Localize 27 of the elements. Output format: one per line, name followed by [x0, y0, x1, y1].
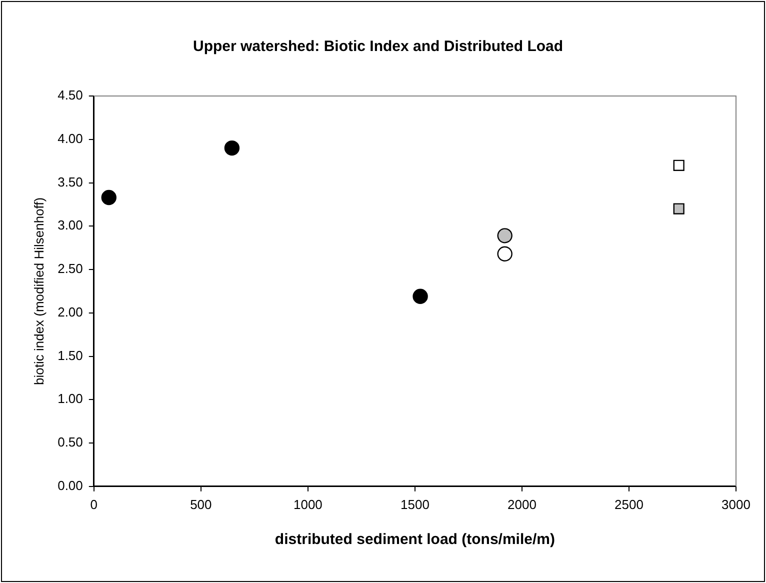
point	[497, 246, 512, 262]
y-tick-label: 1.00	[58, 391, 83, 406]
x-tick-label: 500	[190, 496, 212, 512]
x-tick-label: 2500	[614, 496, 644, 512]
y-tick-label: 3.50	[58, 174, 83, 190]
point	[412, 288, 428, 304]
y-tick-label: 4.50	[58, 88, 83, 103]
y-tick-label: 3.00	[58, 218, 83, 233]
x-tick-label: 0	[90, 496, 98, 512]
y-tick-label: 1.50	[58, 348, 83, 363]
chart-title: Upper watershed: Biotic Index and Distributed Load	[192, 38, 564, 56]
x-axis-title: distributed sediment load (tons/mile/m)	[274, 531, 555, 548]
y-tick-label: 0.00	[58, 478, 83, 493]
y-tick-label: 2.00	[58, 304, 83, 320]
point	[673, 203, 684, 214]
point	[673, 160, 684, 171]
y-tick-label: 2.50	[58, 261, 83, 276]
point	[101, 190, 116, 206]
x-tick-label: 1500	[400, 496, 430, 512]
point	[224, 140, 240, 156]
y-axis-title: biotic index (modified Hilsenhoff)	[31, 197, 46, 386]
x-tick-label: 2000	[508, 496, 536, 512]
y-tick-label: 0.50	[58, 434, 83, 450]
y-tick-label: 4.00	[58, 130, 83, 146]
x-tick-label: 1000	[293, 496, 322, 512]
x-tick-label: 3000	[722, 496, 750, 512]
point	[497, 228, 512, 244]
